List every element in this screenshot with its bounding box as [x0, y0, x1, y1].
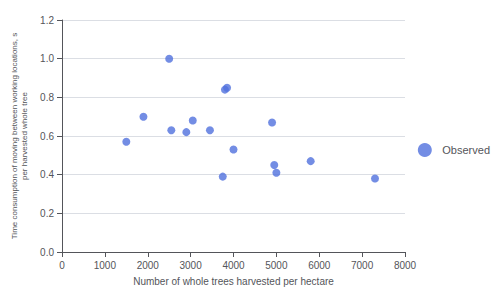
svg-text:1.0: 1.0	[40, 53, 54, 64]
svg-text:8000: 8000	[394, 260, 417, 271]
svg-text:5000: 5000	[265, 260, 288, 271]
svg-text:1000: 1000	[94, 260, 117, 271]
svg-text:3000: 3000	[180, 260, 203, 271]
svg-text:1.2: 1.2	[40, 15, 54, 26]
svg-text:0: 0	[59, 260, 65, 271]
svg-text:7000: 7000	[351, 260, 374, 271]
svg-text:6000: 6000	[308, 260, 331, 271]
svg-text:2000: 2000	[137, 260, 160, 271]
svg-text:0.8: 0.8	[40, 92, 54, 103]
svg-text:Time consumption of moving bet: Time consumption of moving between worki…	[10, 33, 19, 239]
svg-text:0.2: 0.2	[40, 208, 54, 219]
svg-text:Observed: Observed	[442, 144, 490, 156]
svg-text:0.0: 0.0	[40, 247, 54, 258]
svg-text:4000: 4000	[222, 260, 245, 271]
svg-text:Number of whole trees harveste: Number of whole trees harvested per hect…	[133, 276, 334, 287]
svg-text:per harvested whole tree: per harvested whole tree	[20, 91, 29, 180]
svg-text:0.4: 0.4	[40, 169, 54, 180]
svg-text:0.6: 0.6	[40, 131, 54, 142]
